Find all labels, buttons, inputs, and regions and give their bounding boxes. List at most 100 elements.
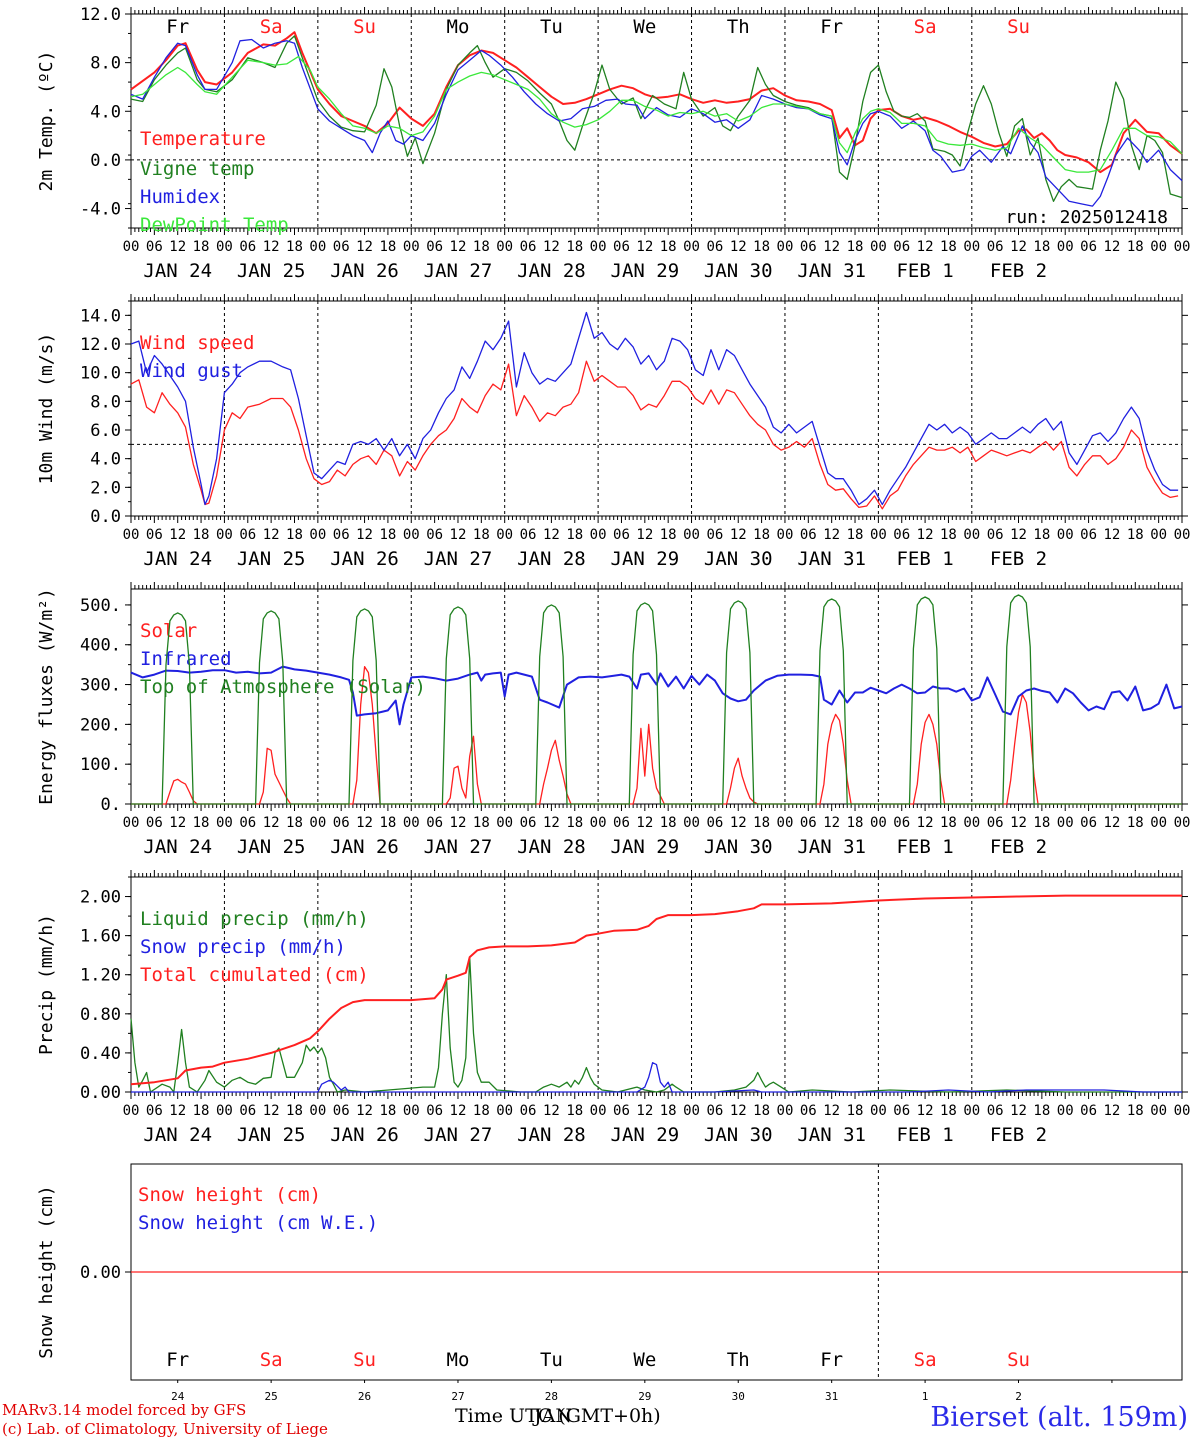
legend-entry: Top of Atmosphere (Solar)	[140, 676, 426, 698]
day-name: Su	[1007, 1349, 1030, 1371]
x-hour-label: 00	[123, 815, 140, 831]
x-date-label: JAN 30	[704, 260, 773, 282]
x-date-label: JAN 25	[237, 260, 306, 282]
x-hour-label: 12	[1104, 815, 1121, 831]
x-hour-label: 12	[823, 1103, 840, 1119]
y-tick-label: 14.0	[80, 306, 121, 326]
x-hour-label: 00	[1174, 239, 1191, 255]
x-hour-label: 18	[847, 239, 864, 255]
x-hour-label: 18	[566, 815, 583, 831]
x-hour-label: 06	[520, 527, 537, 543]
x-hour-label: 06	[426, 239, 443, 255]
x-date-label: FEB 2	[990, 1124, 1047, 1146]
y-axis-label: Precip (mm/h)	[36, 914, 57, 1055]
x-hour-label: 06	[613, 239, 630, 255]
x-date-label: JAN 26	[330, 1124, 399, 1146]
x-hour-label: 18	[1127, 815, 1144, 831]
x-hour-label: 00	[496, 1103, 513, 1119]
x-date-label: JAN 27	[424, 260, 493, 282]
day-name: Mo	[447, 16, 470, 38]
x-hour-label: 06	[1080, 239, 1097, 255]
y-tick-label: 0.00	[80, 1083, 121, 1103]
x-hour-label: 18	[379, 1103, 396, 1119]
x-hour-label: 06	[1080, 527, 1097, 543]
x-hour-label: 06	[706, 1103, 723, 1119]
x-hour-label: 06	[1080, 1103, 1097, 1119]
legend-entry: Wind speed	[140, 332, 254, 354]
x-hour-label: 18	[193, 1103, 210, 1119]
x-date-label: JAN 26	[330, 548, 399, 570]
x-hour-label: 18	[847, 1103, 864, 1119]
x-hour-label: 12	[450, 1103, 467, 1119]
x-date-label: JAN 26	[330, 260, 399, 282]
x-hour-label: 00	[1174, 527, 1191, 543]
x-hour-label: 18	[286, 1103, 303, 1119]
panel-snow: 0.00 Snow height (cm) 24 25 26 27 28 29 30 31 1 2 Fr…	[36, 1163, 1188, 1403]
x-hour-label: 06	[706, 527, 723, 543]
x-hour-label: 18	[379, 815, 396, 831]
panel-wind: 14.0 12.0 10.0 8.0 6.0 4.0 2.0 0.0 10m Wind (m/s…	[36, 294, 1190, 570]
x-hour-label: 18	[193, 239, 210, 255]
x-date-label: JAN 30	[704, 1124, 773, 1146]
x-hour-label: 06	[520, 239, 537, 255]
x-day-number: 28	[545, 1390, 558, 1403]
x-hour-label: 06	[800, 815, 817, 831]
x-hour-label: 00	[216, 239, 233, 255]
x-hour-label: 18	[1127, 527, 1144, 543]
x-hour-label: 00	[403, 815, 420, 831]
x-hour-label: 00	[496, 527, 513, 543]
x-hour-label: 00	[683, 1103, 700, 1119]
x-date-label: JAN 29	[611, 260, 680, 282]
x-hour-label: 18	[473, 239, 490, 255]
series-line-energy-1	[130, 665, 1183, 726]
day-name: Fr	[166, 1349, 189, 1371]
series-line-wind-0	[130, 360, 1179, 510]
x-hour-label: 18	[1127, 1103, 1144, 1119]
y-tick-label: 200.	[80, 715, 121, 735]
x-hour-label: 18	[473, 815, 490, 831]
x-date-label: JAN 29	[611, 548, 680, 570]
panel-energy: 500. 400. 300. 200. 100. 0. Energy fluxes (W/m…	[36, 582, 1190, 858]
day-name: Th	[727, 1349, 750, 1371]
x-hour-label: 06	[239, 1103, 256, 1119]
x-date-label: JAN 24	[143, 548, 212, 570]
x-hour-label: 12	[356, 815, 373, 831]
y-tick-label: 4.0	[90, 102, 121, 122]
legend-entry: Total cumulated (cm)	[140, 964, 369, 986]
x-hour-label: 12	[823, 815, 840, 831]
x-hour-label: 00	[590, 1103, 607, 1119]
x-hour-label: 06	[520, 815, 537, 831]
x-hour-label: 00	[777, 239, 794, 255]
legend-entry: DewPoint Temp	[140, 214, 289, 236]
x-hour-label: 00	[963, 815, 980, 831]
day-name: Sa	[260, 1349, 283, 1371]
legend-entry: Temperature	[140, 128, 266, 150]
x-hour-label: 12	[917, 527, 934, 543]
x-hour-label: 06	[800, 527, 817, 543]
credit-model: MARv3.14 model forced by GFS	[2, 1401, 247, 1419]
x-hour-label: 12	[730, 527, 747, 543]
x-day-number: 29	[638, 1390, 651, 1403]
y-tick-label: 4.0	[90, 450, 121, 470]
x-hour-label: 18	[753, 815, 770, 831]
y-axis-label: Snow height (cm)	[36, 1185, 57, 1358]
day-name: Fr	[166, 16, 189, 38]
x-hour-label: 06	[706, 239, 723, 255]
x-date-label: JAN 27	[424, 836, 493, 858]
x-hour-label: 06	[613, 1103, 630, 1119]
x-hour-label: 00	[309, 1103, 326, 1119]
x-hour-label: 12	[1010, 239, 1027, 255]
x-date-label: JAN 27	[424, 548, 493, 570]
x-hour-label: 00	[1057, 527, 1074, 543]
x-date-label: FEB 1	[896, 836, 953, 858]
x-hour-label: 12	[730, 1103, 747, 1119]
x-hour-label: 00	[1150, 527, 1167, 543]
x-hour-label: 12	[636, 239, 653, 255]
x-date-label: JAN 27	[424, 1124, 493, 1146]
y-tick-label: -4.0	[80, 200, 121, 220]
y-tick-label: 10.0	[80, 364, 121, 384]
x-hour-label: 12	[356, 239, 373, 255]
day-name: Su	[353, 1349, 376, 1371]
x-day-number: 1	[922, 1390, 929, 1403]
y-tick-label: 8.0	[90, 54, 121, 74]
